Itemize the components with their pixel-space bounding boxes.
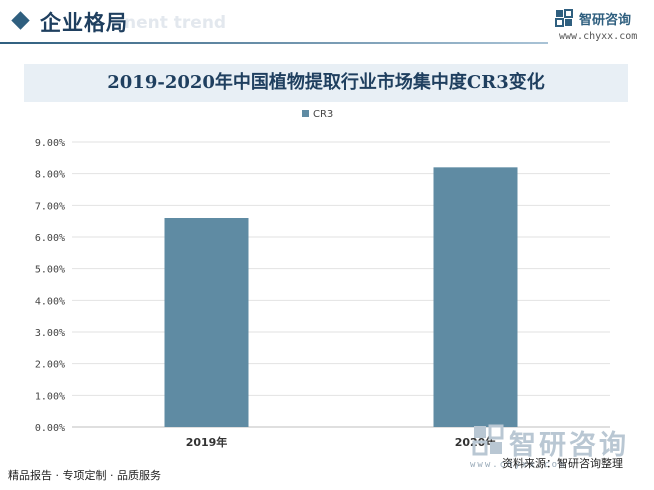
section-header: nent trend 企业格局 xyxy=(0,0,654,50)
chart-title-bar: 2019-2020年中国植物提取行业市场集中度CR3变化 xyxy=(24,64,628,102)
watermark-url: www.chyxx.com xyxy=(470,460,567,470)
header-underline xyxy=(0,42,548,44)
y-tick-label: 7.00% xyxy=(35,201,65,212)
y-tick-label: 0.00% xyxy=(35,423,65,434)
y-tick-label: 1.00% xyxy=(35,391,65,402)
legend-label: CR3 xyxy=(313,109,333,120)
header-ghost-text: nent trend xyxy=(124,13,227,33)
y-tick-label: 3.00% xyxy=(35,328,65,339)
chart-panel xyxy=(18,57,636,457)
footer-tagline: 精品报告 · 专项定制 · 品质服务 xyxy=(8,469,161,482)
footer-source: 资料来源：智研咨询整理 xyxy=(502,457,623,470)
y-tick-label: 6.00% xyxy=(35,233,65,244)
brand-name: 智研咨询 xyxy=(579,13,632,28)
y-tick-label: 9.00% xyxy=(35,138,65,149)
y-tick-label: 5.00% xyxy=(35,265,65,276)
watermark-logo-icon xyxy=(472,424,504,456)
x-tick-label: 2019年 xyxy=(186,435,228,449)
chart-title: 2019-2020年中国植物提取行业市场集中度CR3变化 xyxy=(107,72,545,93)
legend-swatch xyxy=(302,110,309,117)
logo-icon xyxy=(555,9,573,27)
section-title: 企业格局 xyxy=(40,11,128,35)
bar xyxy=(164,218,249,427)
y-tick-label: 4.00% xyxy=(35,296,65,307)
y-tick-label: 8.00% xyxy=(35,170,65,181)
brand-url[interactable]: www.chyxx.com xyxy=(559,31,638,42)
watermark-text: 智研咨询 xyxy=(509,430,629,461)
y-tick-label: 2.00% xyxy=(35,360,65,371)
bar xyxy=(433,167,518,428)
